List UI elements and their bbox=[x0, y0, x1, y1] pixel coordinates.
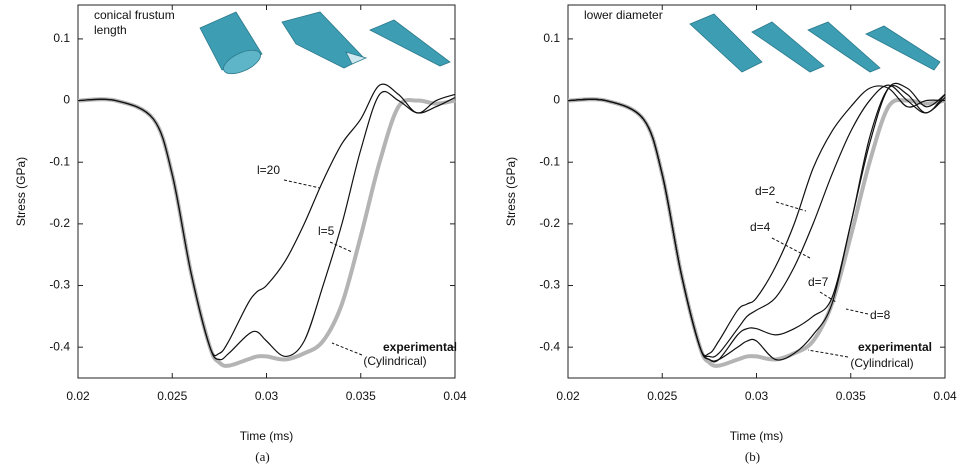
series-label: l=20 bbox=[257, 163, 280, 177]
series-line bbox=[78, 84, 455, 356]
y-axis-label: Stress (GPa) bbox=[14, 157, 28, 226]
x-tick-label: 0.04 bbox=[933, 389, 957, 403]
x-tick-label: 0.025 bbox=[157, 389, 187, 403]
figure: 0.1 0 -0.1 -0.2 -0.3 -0.4 0.02 0.025 0.03 0.035 0.… bbox=[0, 0, 963, 468]
series-label: experimental bbox=[383, 340, 457, 354]
leader-line bbox=[284, 180, 320, 188]
x-tick-label: 0.03 bbox=[745, 389, 769, 403]
y-tick-label: -0.2 bbox=[539, 216, 560, 230]
y-tick-label: -0.1 bbox=[539, 154, 560, 168]
series-label: d=4 bbox=[750, 220, 771, 234]
x-tick-label: 0.02 bbox=[66, 389, 90, 403]
plot-frame bbox=[78, 5, 455, 378]
leader-line bbox=[808, 350, 848, 357]
series-label: d=8 bbox=[870, 308, 891, 322]
y-axis-label: Stress (GPa) bbox=[504, 157, 518, 226]
panel-title: conical frustum bbox=[94, 8, 175, 22]
x-tick-label: 0.02 bbox=[556, 389, 580, 403]
y-tick-label: -0.3 bbox=[539, 278, 560, 292]
x-axis-label: Time (ms) bbox=[240, 429, 294, 443]
series-label: experimental bbox=[858, 340, 932, 354]
series-line bbox=[78, 99, 455, 366]
y-tick-label: -0.4 bbox=[49, 339, 70, 353]
x-tick-label: 0.035 bbox=[836, 389, 866, 403]
panel-title: length bbox=[94, 23, 127, 37]
y-tick-label: -0.2 bbox=[49, 216, 70, 230]
leader-line bbox=[772, 238, 810, 258]
y-tick-label: -0.4 bbox=[539, 339, 560, 353]
x-tick-label: 0.035 bbox=[346, 389, 376, 403]
leader-line bbox=[330, 242, 352, 252]
panel-title: lower diameter bbox=[584, 8, 663, 22]
y-tick-label: -0.3 bbox=[49, 278, 70, 292]
y-tick-label: -0.1 bbox=[49, 154, 70, 168]
frustum-icons-a bbox=[200, 12, 450, 79]
leader-line bbox=[332, 343, 362, 355]
x-tick-label: 0.025 bbox=[647, 389, 677, 403]
annotation: (Cylindrical) bbox=[363, 354, 426, 368]
leader-line bbox=[846, 309, 868, 314]
x-axis-label: Time (ms) bbox=[730, 429, 784, 443]
y-tick-label: 0 bbox=[553, 93, 560, 107]
series-label: d=2 bbox=[755, 184, 776, 198]
y-tick-label: 0.1 bbox=[543, 31, 560, 45]
caption: (b) bbox=[745, 449, 760, 464]
series-label: d=7 bbox=[808, 275, 829, 289]
y-tick-label: 0 bbox=[63, 93, 70, 107]
annotation: (Cylindrical) bbox=[850, 356, 913, 370]
caption: (a) bbox=[255, 449, 269, 464]
frustum-icons-b bbox=[690, 14, 940, 72]
series-line bbox=[78, 91, 455, 359]
x-tick-label: 0.03 bbox=[255, 389, 279, 403]
y-tick-label: 0.1 bbox=[53, 31, 70, 45]
x-tick-label: 0.04 bbox=[443, 389, 467, 403]
series-label: l=5 bbox=[318, 224, 335, 238]
page: 0.1 0 -0.1 -0.2 -0.3 -0.4 0.02 0.025 0.03 0.035 0.… bbox=[0, 0, 963, 468]
